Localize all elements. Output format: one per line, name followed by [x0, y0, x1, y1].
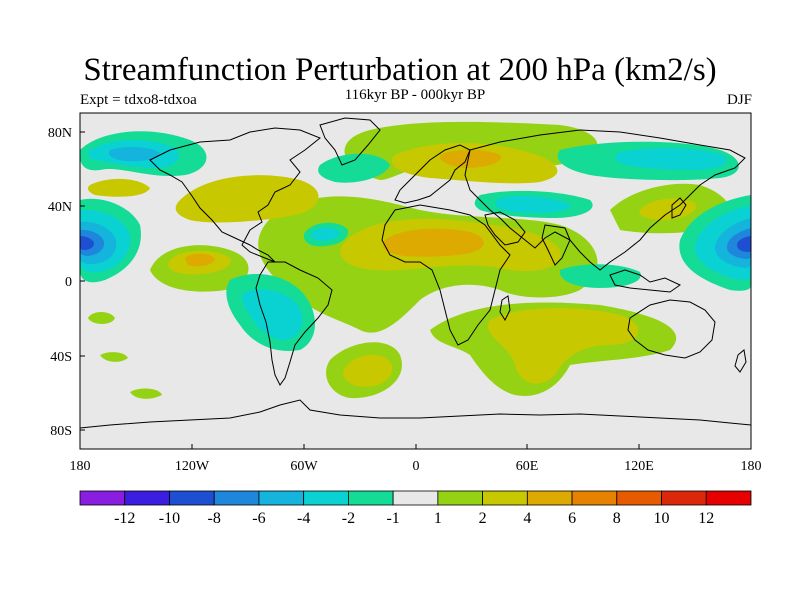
coastline-asia: [464, 129, 746, 271]
colorbar-label: -8: [208, 510, 221, 527]
colorbar-label: -6: [252, 510, 265, 527]
map-area: [80, 113, 751, 449]
colorbar-swatch: [303, 490, 349, 506]
x-tick-label: 60W: [290, 459, 318, 474]
contour-neg-cyan-me: [495, 196, 571, 213]
plot-subtitle: 116kyr BP - 000kyr BP: [344, 87, 486, 103]
coastline-australia: [627, 299, 716, 359]
contour-pos-orange-africa: [383, 228, 484, 257]
coastline-new-zealand: [734, 349, 747, 373]
season-label: DJF: [726, 92, 752, 108]
contour-neg-cyan-sepac: [242, 289, 303, 340]
x-tick-label: 180: [70, 459, 91, 474]
colorbar-labels: -12 -10 -8 -6 -4 -2 -1 1 2 4 6 8 10 12: [114, 510, 714, 527]
colorbar-label: 2: [479, 510, 487, 527]
x-axis-labels: 180 120W 60W 0 60E 120E 180: [70, 459, 762, 474]
colorbar-label: -12: [114, 510, 135, 527]
coastline-india: [541, 224, 571, 266]
coastline-madagascar: [499, 295, 511, 322]
coastline-antarctica: [80, 399, 751, 429]
colorbar-label: -1: [386, 510, 399, 527]
contour-pos-green-small-c: [130, 388, 162, 399]
x-tick-label: 120E: [624, 459, 654, 474]
contour-neg-blue3-tpac: [80, 236, 94, 250]
coastline-arabia: [484, 211, 526, 246]
colorbar-label: 12: [698, 510, 714, 527]
coastline-africa: [381, 204, 511, 346]
x-tick-label: 180: [741, 459, 762, 474]
y-tick-label: 0: [65, 275, 72, 290]
x-tick-label: 60E: [516, 459, 539, 474]
colorbar-swatch: [213, 490, 260, 506]
coastline-japan: [671, 197, 687, 219]
y-tick-label: 80N: [48, 126, 72, 141]
contour-neg-blue3-wpac: [737, 236, 751, 252]
colorbar-swatch: [392, 490, 439, 506]
contour-neg-cyan-atl: [311, 227, 340, 241]
colorbar-swatch: [79, 490, 126, 506]
contour-pos-orange-sam: [185, 253, 215, 267]
colorbar-label: 6: [568, 510, 576, 527]
coastline-north-america: [149, 127, 321, 263]
contour-pos-green-small-b: [100, 352, 128, 362]
y-tick-label: 80S: [50, 424, 72, 439]
contour-pos-yellow-sio: [487, 308, 639, 384]
colorbar-label: 4: [523, 510, 531, 527]
y-tick-label: 40S: [50, 350, 72, 365]
contour-neg-blue-npac: [108, 146, 160, 162]
colorbar-swatch: [571, 490, 618, 506]
colorbar-swatch: [124, 490, 170, 506]
colorbar-swatch: [258, 490, 305, 506]
coastline-indonesia: [609, 269, 681, 293]
y-axis-labels: 80N 40N 0 40S 80S: [48, 126, 72, 439]
colorbar-swatch: [616, 490, 662, 506]
coastlines: [80, 117, 751, 429]
contour-pos-yellow-nam: [175, 175, 319, 223]
contour-pos-orange-eurasia: [439, 149, 501, 168]
coastline-europe: [394, 144, 471, 204]
colorbar-swatch: [482, 490, 528, 506]
coastline-south-america: [255, 261, 333, 386]
contour-pos-yellow-satl: [343, 354, 393, 387]
x-tick-label: 0: [413, 459, 420, 474]
contour-neg-teal-nat: [318, 153, 390, 183]
colorbar-swatch: [526, 490, 573, 506]
experiment-label: Expt = tdxo8-tdxoa: [80, 92, 197, 108]
y-tick-label: 40N: [48, 200, 72, 215]
plot-title: Streamfunction Perturbation at 200 hPa (…: [83, 52, 717, 88]
colorbar-label: 10: [654, 510, 670, 527]
colorbar-swatch: [169, 490, 215, 506]
colorbar-label: -4: [297, 510, 310, 527]
colorbar-label: -10: [159, 510, 180, 527]
colorbar-swatch: [705, 490, 752, 506]
x-tick-label: 120W: [175, 459, 210, 474]
colorbar-swatch: [661, 490, 707, 506]
colorbar-label: 1: [434, 510, 442, 527]
coastline-greenland: [319, 117, 381, 166]
contour-pos-yellow-npac-east: [87, 178, 150, 197]
axis-ticks: [79, 131, 752, 449]
colorbar-label: -2: [342, 510, 355, 527]
colorbar-swatch: [437, 490, 484, 506]
colorbar: [79, 490, 752, 506]
colorbar-label: 8: [613, 510, 621, 527]
contour-neg-cyan-asia: [615, 147, 727, 170]
colorbar-swatch: [347, 490, 394, 506]
contour-pos-green-small-a: [88, 312, 115, 324]
contour-neg-teal-indian: [559, 264, 641, 288]
